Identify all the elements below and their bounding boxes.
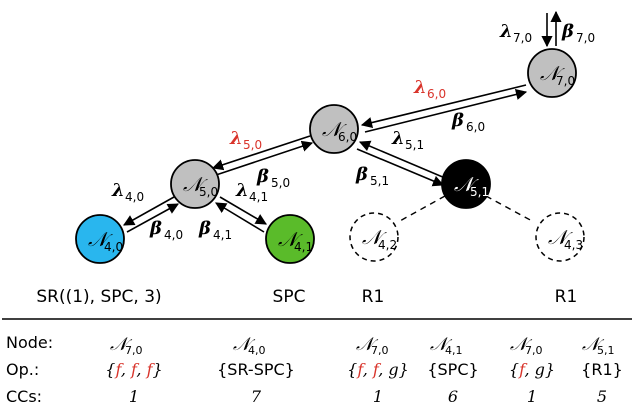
row-header-ccs: CCs: xyxy=(6,387,42,406)
label-lambda-7-0-base: λ xyxy=(499,21,513,42)
node-n42-sub: 4,2 xyxy=(378,238,397,252)
col4-ccs: 6 xyxy=(448,387,458,406)
label-beta-4-1-sub: 4,1 xyxy=(213,228,232,242)
label-lambda-5-1-base: λ xyxy=(391,128,405,149)
table-column-5: 𝒩 7,0 {f, g} 1 xyxy=(509,334,555,406)
node-n41: 𝒩 4,1 xyxy=(265,214,315,264)
col1-ccs: 1 xyxy=(129,387,139,406)
col4-op: {SPC} xyxy=(427,360,478,379)
table-column-2: 𝒩 4,0 {SR-SPC} 7 xyxy=(217,334,295,406)
label-beta-5-0: β 5,0 xyxy=(256,166,290,190)
label-beta-4-0-sub: 4,0 xyxy=(164,228,183,242)
label-lambda-6-0-sub: 6,0 xyxy=(427,87,446,101)
col4-node-sub: 4,1 xyxy=(445,344,463,357)
row-header-node: Node: xyxy=(6,333,53,352)
label-lambda-4-0: λ 4,0 xyxy=(111,180,144,204)
table-row-headers: Node: Op.: CCs: xyxy=(6,333,53,406)
table-column-3: 𝒩 7,0 {f, f, g} 1 xyxy=(347,334,409,406)
label-beta-6-0-sub: 6,0 xyxy=(466,120,485,134)
label-lambda-4-1-base: λ xyxy=(235,180,249,201)
dashed-edge-n51-n42 xyxy=(397,195,446,223)
label-lambda-5-1: λ 5,1 xyxy=(391,128,424,152)
label-lambda-7-0-sub: 7,0 xyxy=(513,31,532,45)
col5-node-sub: 7,0 xyxy=(525,344,543,357)
leaf-label-n40: SR((1), SPC, 3) xyxy=(36,287,161,307)
col3-ccs: 1 xyxy=(373,387,383,406)
leaf-label-n42: R1 xyxy=(362,287,385,307)
dashed-edge-n51-n43 xyxy=(485,195,535,223)
node-n50-sub: 5,0 xyxy=(199,185,218,199)
col6-ccs: 5 xyxy=(597,387,607,406)
label-lambda-5-0: λ 5,0 xyxy=(229,128,262,152)
node-n41-sub: 4,1 xyxy=(294,240,313,254)
table-column-6: 𝒩 5,1 {R1} 5 xyxy=(581,334,623,406)
col6-op: {R1} xyxy=(581,360,623,379)
node-n43-sub: 4,3 xyxy=(564,238,583,252)
label-beta-5-1-base: β xyxy=(355,164,368,185)
label-beta-6-0: β 6,0 xyxy=(451,110,485,134)
label-beta-5-1-sub: 5,1 xyxy=(370,174,389,188)
col5-ccs: 1 xyxy=(527,387,537,406)
label-lambda-4-0-sub: 4,0 xyxy=(125,190,144,204)
label-lambda-4-1: λ 4,1 xyxy=(235,180,268,204)
col2-ccs: 7 xyxy=(251,387,262,406)
node-n51: 𝒩 5,1 xyxy=(441,159,491,209)
label-lambda-4-0-base: λ xyxy=(111,180,125,201)
label-lambda-7-0: λ 7,0 xyxy=(499,21,532,45)
node-n60: 𝒩 6,0 xyxy=(309,104,359,154)
label-beta-4-1: β 4,1 xyxy=(198,218,232,242)
col1-op: {f, f, f} xyxy=(105,360,162,379)
label-lambda-4-1-sub: 4,1 xyxy=(249,190,268,204)
col3-op: {f, f, g} xyxy=(347,360,409,379)
label-beta-7-0: β 7,0 xyxy=(561,21,595,45)
row-header-op: Op.: xyxy=(6,360,39,379)
label-beta-4-1-base: β xyxy=(198,218,211,239)
edge-n70-top xyxy=(541,10,562,48)
edge-n60-n51 xyxy=(356,140,446,187)
label-beta-4-0-base: β xyxy=(149,218,162,239)
label-beta-7-0-base: β xyxy=(561,21,574,42)
col1-node-sub: 7,0 xyxy=(125,344,143,357)
table-column-1: 𝒩 7,0 {f, f, f} 1 xyxy=(105,334,162,406)
node-n50: 𝒩 5,0 xyxy=(170,159,220,209)
edge-n60-n50 xyxy=(211,135,314,176)
node-n70: 𝒩 7,0 xyxy=(527,48,577,98)
label-beta-5-0-base: β xyxy=(256,166,269,187)
edge-n50-n41 xyxy=(215,196,267,233)
label-beta-5-1: β 5,1 xyxy=(355,164,389,188)
leaf-label-n41: SPC xyxy=(273,287,306,307)
label-beta-4-0: β 4,0 xyxy=(149,218,183,242)
col2-node-sub: 4,0 xyxy=(248,344,266,357)
table-column-4: 𝒩 4,1 {SPC} 6 xyxy=(427,334,478,406)
label-beta-6-0-base: β xyxy=(451,110,464,131)
label-lambda-5-0-base: λ xyxy=(229,128,243,149)
col2-op: {SR-SPC} xyxy=(217,360,295,379)
node-n43: 𝒩 4,3 xyxy=(535,212,585,262)
label-lambda-5-0-sub: 5,0 xyxy=(243,138,262,152)
node-n40-sub: 4,0 xyxy=(104,240,123,254)
col3-node-sub: 7,0 xyxy=(371,344,389,357)
label-beta-5-0-sub: 5,0 xyxy=(271,176,290,190)
node-n42: 𝒩 4,2 xyxy=(349,212,399,262)
edge-n70-n60 xyxy=(360,84,528,133)
node-n51-sub: 5,1 xyxy=(470,185,489,199)
label-lambda-6-0-base: λ xyxy=(413,77,427,98)
label-lambda-5-1-sub: 5,1 xyxy=(405,138,424,152)
edge-n50-n40 xyxy=(123,196,179,233)
label-beta-7-0-sub: 7,0 xyxy=(576,31,595,45)
col6-node-sub: 5,1 xyxy=(597,344,615,357)
node-n70-sub: 7,0 xyxy=(556,74,575,88)
label-lambda-6-0: λ 6,0 xyxy=(413,77,446,101)
leaf-label-n43: R1 xyxy=(555,287,578,307)
node-n60-sub: 6,0 xyxy=(338,130,357,144)
col5-op: {f, g} xyxy=(509,360,555,379)
node-n40: 𝒩 4,0 xyxy=(75,214,125,264)
